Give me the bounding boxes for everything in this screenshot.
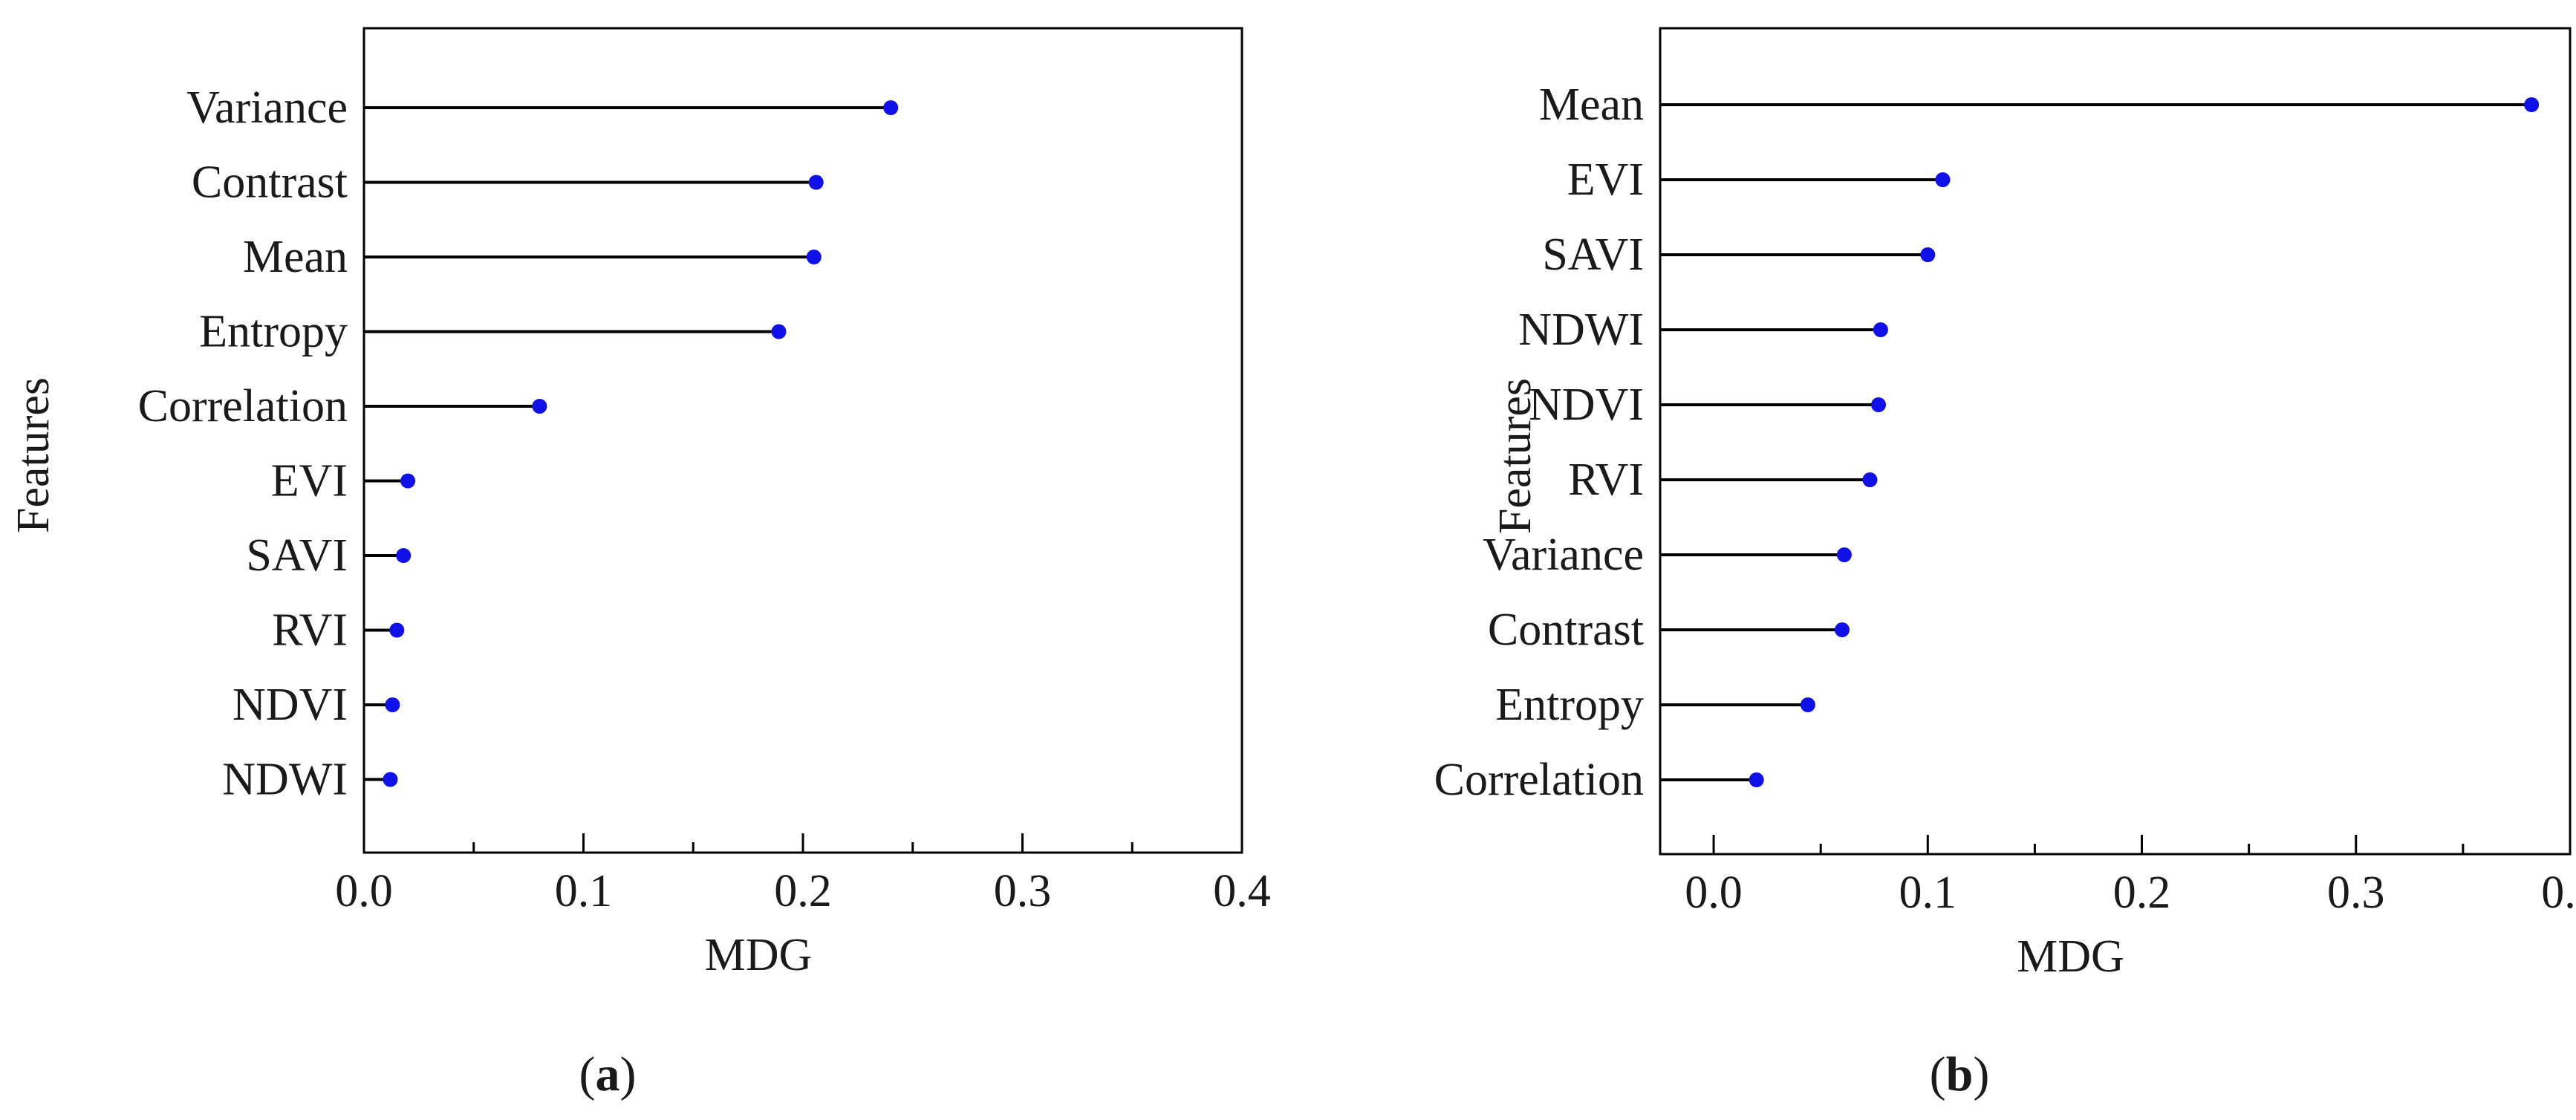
panel-caption: (a) — [579, 1047, 637, 1101]
category-label: Entropy — [1495, 680, 1644, 730]
x-tick-label: 0.0 — [335, 866, 393, 916]
x-tick-label: 0.4 — [1213, 866, 1271, 916]
panel-caption-close-paren: ) — [620, 1047, 637, 1101]
category-label: Mean — [1539, 79, 1644, 130]
lollipop-marker — [1749, 772, 1764, 787]
plot-frame — [362, 27, 1243, 854]
category-label: SAVI — [1542, 229, 1644, 280]
chart-panel-a: 0.0 0.1 0.2 0.3 0.4 Variance Contrast Mean Entro… — [8, 27, 1271, 1101]
x-tick-label: 0.1 — [555, 866, 613, 916]
lollipop-marker — [1800, 697, 1815, 712]
category-label: NDVI — [232, 680, 348, 730]
category-label: EVI — [271, 456, 348, 507]
lollipop-marker — [1862, 472, 1878, 487]
y-axis-title: Features — [1490, 378, 1541, 534]
lollipop-marker — [808, 175, 824, 190]
category-label: Variance — [186, 82, 348, 133]
lollipop-marker — [2524, 97, 2540, 112]
lollipop-marker — [1920, 247, 1936, 262]
category-label: Entropy — [199, 307, 348, 357]
category-label: Mean — [243, 232, 348, 282]
lollipop-marker — [1871, 397, 1886, 412]
category-label: Contrast — [192, 157, 348, 208]
x-tick-label: 0.2 — [2113, 867, 2171, 918]
x-tick-label: 0.4 — [2541, 867, 2576, 918]
y-axis-title: Features — [8, 377, 59, 533]
lollipop-marker — [400, 473, 416, 489]
category-label: NDWI — [222, 755, 348, 805]
lollipop-marker — [396, 548, 412, 563]
lollipop-marker — [1935, 172, 1951, 187]
x-tick-label: 0.0 — [1685, 867, 1743, 918]
panel-caption-close-paren: ) — [1973, 1047, 1989, 1101]
panel-caption-letter: b — [1946, 1047, 1974, 1101]
lollipop-marker — [771, 324, 787, 339]
category-label: SAVI — [246, 530, 348, 581]
category-label: Correlation — [1434, 755, 1644, 805]
lollipop-marker — [383, 772, 398, 787]
lollipop-marker — [1873, 322, 1888, 337]
x-axis-title: MDG — [705, 930, 813, 980]
lollipop-marker — [389, 622, 405, 638]
category-label: Variance — [1483, 530, 1644, 580]
lollipop-marker — [532, 399, 547, 414]
lollipop-marker — [385, 697, 400, 712]
x-axis-title: MDG — [2017, 931, 2124, 982]
category-label: Correlation — [138, 381, 348, 432]
lollipop-marker — [1836, 547, 1852, 562]
category-label: EVI — [1567, 154, 1644, 205]
x-tick-label: 0.1 — [1899, 867, 1957, 918]
category-label: NDVI — [1529, 380, 1644, 430]
category-label: Contrast — [1488, 605, 1644, 655]
x-tick-label: 0.3 — [2327, 867, 2385, 918]
panel-caption-open-paren: ( — [579, 1047, 596, 1101]
category-label: RVI — [1568, 455, 1644, 505]
category-label: RVI — [272, 605, 348, 656]
x-tick-label: 0.2 — [774, 866, 832, 916]
chart-panel-b: 0.0 0.1 0.2 0.3 0.4 Mean EVI SAVI NDWI NDVI RVI Var… — [1434, 27, 2576, 1101]
panel-caption-open-paren: ( — [1930, 1047, 1946, 1101]
panel-caption-letter: a — [596, 1047, 620, 1101]
lollipop-marker — [806, 250, 822, 264]
panel-caption: (b) — [1930, 1047, 1990, 1101]
x-tick-label: 0.3 — [994, 866, 1052, 916]
lollipop-marker — [1835, 622, 1850, 637]
plot-frame — [1659, 27, 2572, 856]
category-label: NDWI — [1518, 305, 1644, 355]
lollipop-marker — [883, 100, 899, 115]
